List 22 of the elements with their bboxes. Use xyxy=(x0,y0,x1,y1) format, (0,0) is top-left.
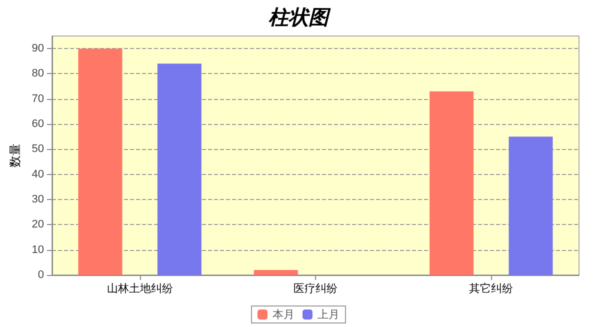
legend-label: 上月 xyxy=(318,308,340,321)
y-tick-label: 90 xyxy=(32,42,44,55)
y-tick-label: 70 xyxy=(32,92,44,105)
bar xyxy=(430,91,474,275)
x-tick-label: 医疗纠纷 xyxy=(294,282,338,295)
x-tick-label: 山林土地纠纷 xyxy=(106,282,173,295)
chart-title: 柱状图 xyxy=(268,5,332,29)
y-tick-label: 50 xyxy=(32,143,44,156)
y-tick-label: 0 xyxy=(38,269,44,281)
y-tick-label: 40 xyxy=(32,168,44,180)
bar xyxy=(157,64,202,275)
x-tick-label: 其它纠纷 xyxy=(469,282,514,295)
y-tick-label: 10 xyxy=(32,244,44,256)
y-tick-label: 30 xyxy=(32,194,44,206)
bar xyxy=(78,48,122,275)
y-tick-label: 80 xyxy=(32,68,44,80)
y-axis-title: 数量 xyxy=(8,144,22,168)
bar xyxy=(254,270,298,275)
y-tick-label: 60 xyxy=(32,118,44,130)
bar xyxy=(508,136,553,275)
legend-label: 本月 xyxy=(272,308,294,321)
y-tick-label: 20 xyxy=(32,218,44,231)
